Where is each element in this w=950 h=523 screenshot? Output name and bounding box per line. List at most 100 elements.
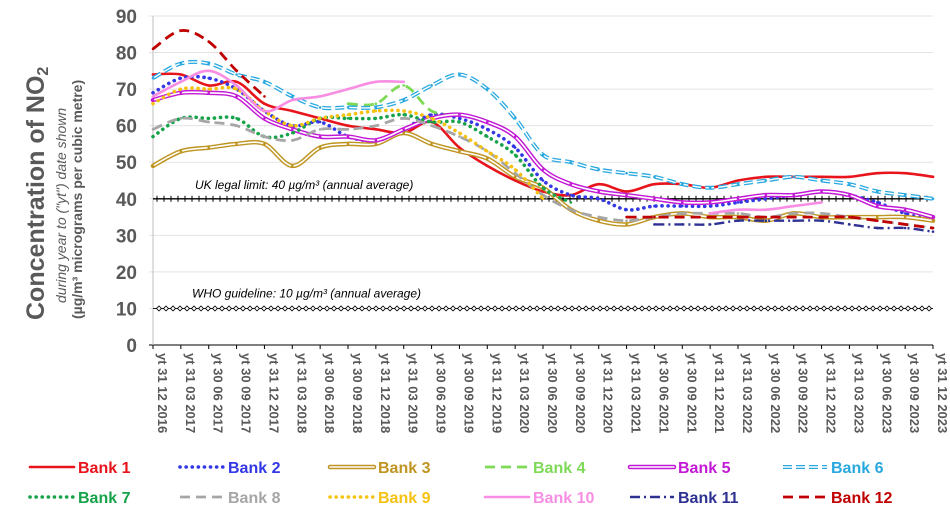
- data-point-bank-1: [151, 73, 155, 76]
- data-point-bank-2: [903, 212, 907, 215]
- data-point-bank-11: [903, 226, 907, 230]
- who-guideline-marker: [890, 305, 898, 312]
- data-point-bank-10: [792, 204, 796, 208]
- series-line-bank-8: [152, 116, 934, 230]
- who-guideline-marker: [883, 305, 891, 312]
- x-tick-label: yt 30 06 2019: [434, 353, 449, 433]
- who-guideline-marker: [575, 305, 583, 312]
- data-point-bank-9: [207, 87, 211, 91]
- data-point-bank-6: [764, 179, 768, 182]
- data-point-bank-5: [263, 117, 266, 120]
- data-point-bank-9: [541, 197, 545, 201]
- data-point-bank-1: [263, 102, 266, 106]
- data-point-bank-4: [374, 102, 378, 106]
- data-point-bank-8: [430, 124, 433, 127]
- who-guideline-marker: [512, 305, 520, 312]
- data-point-bank-7: [402, 113, 406, 116]
- who-guideline-marker: [862, 305, 870, 312]
- who-guideline-marker: [680, 305, 688, 312]
- data-point-bank-1: [485, 164, 489, 168]
- who-guideline-marker: [176, 305, 184, 312]
- who-guideline-marker: [477, 305, 485, 312]
- data-point-bank-10: [764, 208, 768, 212]
- series-bank-5: [150, 89, 936, 220]
- who-guideline-marker: [855, 305, 863, 312]
- who-guideline-marker: [232, 305, 240, 312]
- series-bank-11: [653, 219, 935, 233]
- data-point-bank-7: [541, 186, 545, 190]
- y-axis-title-no: Concentration of NO: [22, 76, 50, 320]
- who-guideline-marker: [799, 305, 807, 312]
- data-point-bank-5: [290, 128, 294, 131]
- data-point-bank-6: [485, 87, 489, 91]
- who-guideline-marker: [918, 305, 926, 312]
- x-tick-label: yt 30 06 2018: [322, 353, 337, 433]
- data-point-bank-7: [374, 117, 378, 120]
- who-guideline-marker: [155, 305, 163, 312]
- who-guideline-marker: [470, 305, 478, 312]
- who-guideline-marker: [806, 305, 814, 312]
- who-guideline-marker: [162, 305, 170, 312]
- data-point-bank-3: [597, 219, 601, 223]
- who-guideline-marker: [351, 305, 359, 312]
- who-guideline-marker: [561, 305, 569, 312]
- x-tick-label: yt 31 03 2020: [517, 353, 532, 433]
- data-point-bank-6: [541, 153, 545, 157]
- who-guideline-marker: [288, 305, 296, 312]
- data-point-bank-2: [625, 208, 628, 212]
- data-point-bank-7: [458, 120, 461, 124]
- data-point-bank-7: [151, 135, 155, 138]
- data-point-bank-12: [931, 226, 935, 230]
- data-point-bank-3: [875, 215, 879, 219]
- x-tick-label: yt 31 03 2023: [851, 353, 866, 433]
- data-point-bank-6: [235, 73, 238, 76]
- data-point-bank-10: [290, 98, 294, 102]
- data-point-bank-6: [402, 98, 406, 102]
- data-point-bank-6: [736, 182, 740, 186]
- data-point-bank-6: [903, 193, 907, 197]
- data-point-bank-8: [374, 124, 378, 127]
- data-point-bank-8: [513, 171, 517, 175]
- data-point-bank-5: [151, 98, 155, 102]
- who-guideline-marker: [834, 305, 842, 312]
- who-guideline-marker: [393, 305, 401, 312]
- who-guideline-marker: [169, 305, 177, 312]
- data-point-bank-12: [207, 40, 211, 43]
- legend-item-bank-4: Bank 4: [485, 460, 586, 477]
- data-point-bank-12: [736, 215, 740, 219]
- data-point-bank-5: [235, 95, 238, 98]
- data-point-bank-10: [151, 95, 155, 98]
- who-guideline-marker: [652, 305, 660, 312]
- who-guideline-marker: [253, 305, 261, 312]
- y-tick-label: 50: [116, 153, 137, 174]
- x-tick-label: yt 31 03 2021: [629, 353, 644, 433]
- data-point-bank-1: [820, 175, 823, 179]
- legend-item-bank-3: Bank 3: [327, 460, 431, 477]
- data-point-bank-7: [235, 117, 238, 120]
- data-point-bank-1: [848, 175, 851, 179]
- x-tick-label: yt 31 12 2018: [378, 353, 393, 433]
- data-point-bank-8: [207, 120, 211, 124]
- who-guideline-marker: [400, 305, 408, 312]
- data-point-bank-2: [597, 197, 601, 201]
- data-point-bank-8: [792, 212, 796, 215]
- data-point-bank-12: [235, 69, 238, 73]
- who-guideline-marker: [827, 305, 835, 312]
- data-point-bank-10: [402, 80, 406, 84]
- data-point-bank-12: [179, 29, 183, 32]
- who-guideline-marker: [659, 305, 667, 312]
- data-point-bank-8: [318, 128, 322, 131]
- data-point-bank-5: [207, 91, 211, 95]
- data-point-bank-6: [263, 80, 266, 84]
- data-point-bank-9: [513, 168, 517, 171]
- x-tick-label: yt 30 06 2022: [768, 353, 783, 433]
- x-tick-label: yt 30 09 2017: [239, 353, 254, 433]
- data-point-bank-3: [513, 175, 517, 179]
- data-point-bank-12: [151, 47, 155, 51]
- who-guideline-marker: [498, 305, 506, 312]
- series-bank-8: [151, 116, 935, 230]
- who-guideline-marker: [820, 305, 828, 312]
- x-tick-label: yt 31 12 2021: [712, 353, 727, 433]
- data-point-bank-9: [458, 131, 461, 135]
